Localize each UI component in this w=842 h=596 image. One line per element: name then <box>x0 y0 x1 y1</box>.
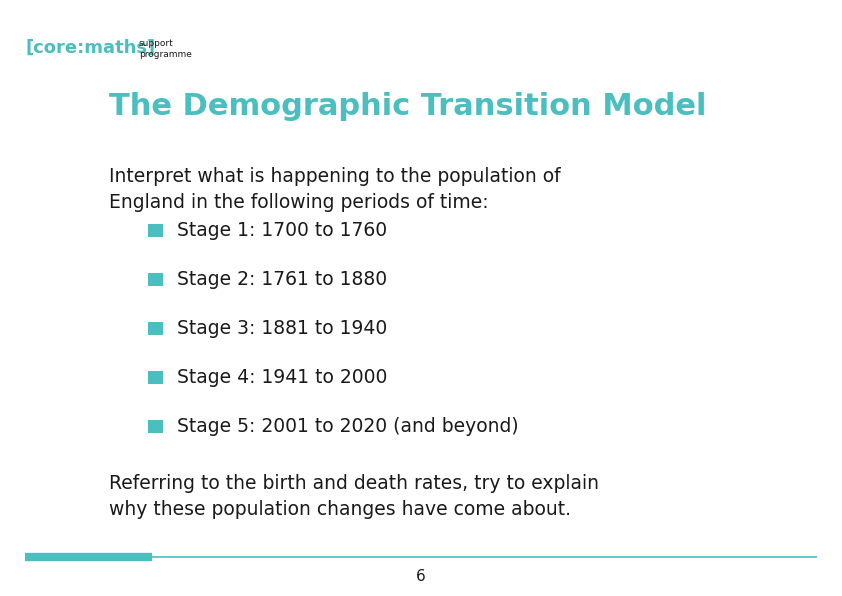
Text: [core:maths]: [core:maths] <box>25 39 156 57</box>
Text: Referring to the birth and death rates, try to explain
why these population chan: Referring to the birth and death rates, … <box>109 474 600 519</box>
Bar <box>148 322 163 335</box>
Text: The Demographic Transition Model: The Demographic Transition Model <box>109 92 707 122</box>
Text: Stage 3: 1881 to 1940: Stage 3: 1881 to 1940 <box>177 319 387 338</box>
Bar <box>148 224 163 237</box>
Text: Stage 1: 1700 to 1760: Stage 1: 1700 to 1760 <box>177 221 387 240</box>
Text: 6: 6 <box>416 569 426 585</box>
Text: Stage 5: 2001 to 2020 (and beyond): Stage 5: 2001 to 2020 (and beyond) <box>177 417 519 436</box>
Text: Stage 2: 1761 to 1880: Stage 2: 1761 to 1880 <box>177 270 387 289</box>
Bar <box>148 273 163 286</box>
Text: Interpret what is happening to the population of
England in the following period: Interpret what is happening to the popul… <box>109 167 561 212</box>
Text: support
programme: support programme <box>139 39 192 59</box>
Bar <box>148 371 163 384</box>
Bar <box>148 420 163 433</box>
Text: Stage 4: 1941 to 2000: Stage 4: 1941 to 2000 <box>177 368 387 387</box>
